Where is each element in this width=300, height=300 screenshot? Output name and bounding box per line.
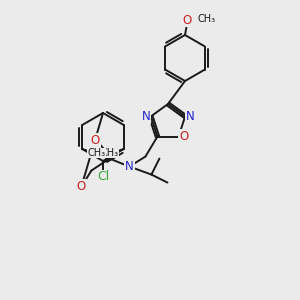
Text: O: O — [91, 134, 100, 147]
Text: O: O — [77, 180, 86, 193]
Text: N: N — [125, 160, 134, 173]
Text: CH₃: CH₃ — [100, 148, 118, 158]
Text: CH₃: CH₃ — [197, 14, 215, 24]
Text: Cl: Cl — [97, 170, 109, 184]
Text: O: O — [182, 14, 192, 26]
Text: CH₃: CH₃ — [88, 148, 106, 158]
Text: N: N — [142, 110, 150, 123]
Text: O: O — [179, 130, 188, 143]
Text: N: N — [186, 110, 194, 123]
